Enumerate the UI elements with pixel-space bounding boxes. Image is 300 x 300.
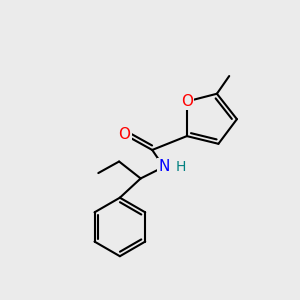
Text: O: O: [118, 127, 130, 142]
Text: O: O: [181, 94, 193, 109]
Text: H: H: [176, 160, 186, 174]
Text: N: N: [158, 159, 169, 174]
